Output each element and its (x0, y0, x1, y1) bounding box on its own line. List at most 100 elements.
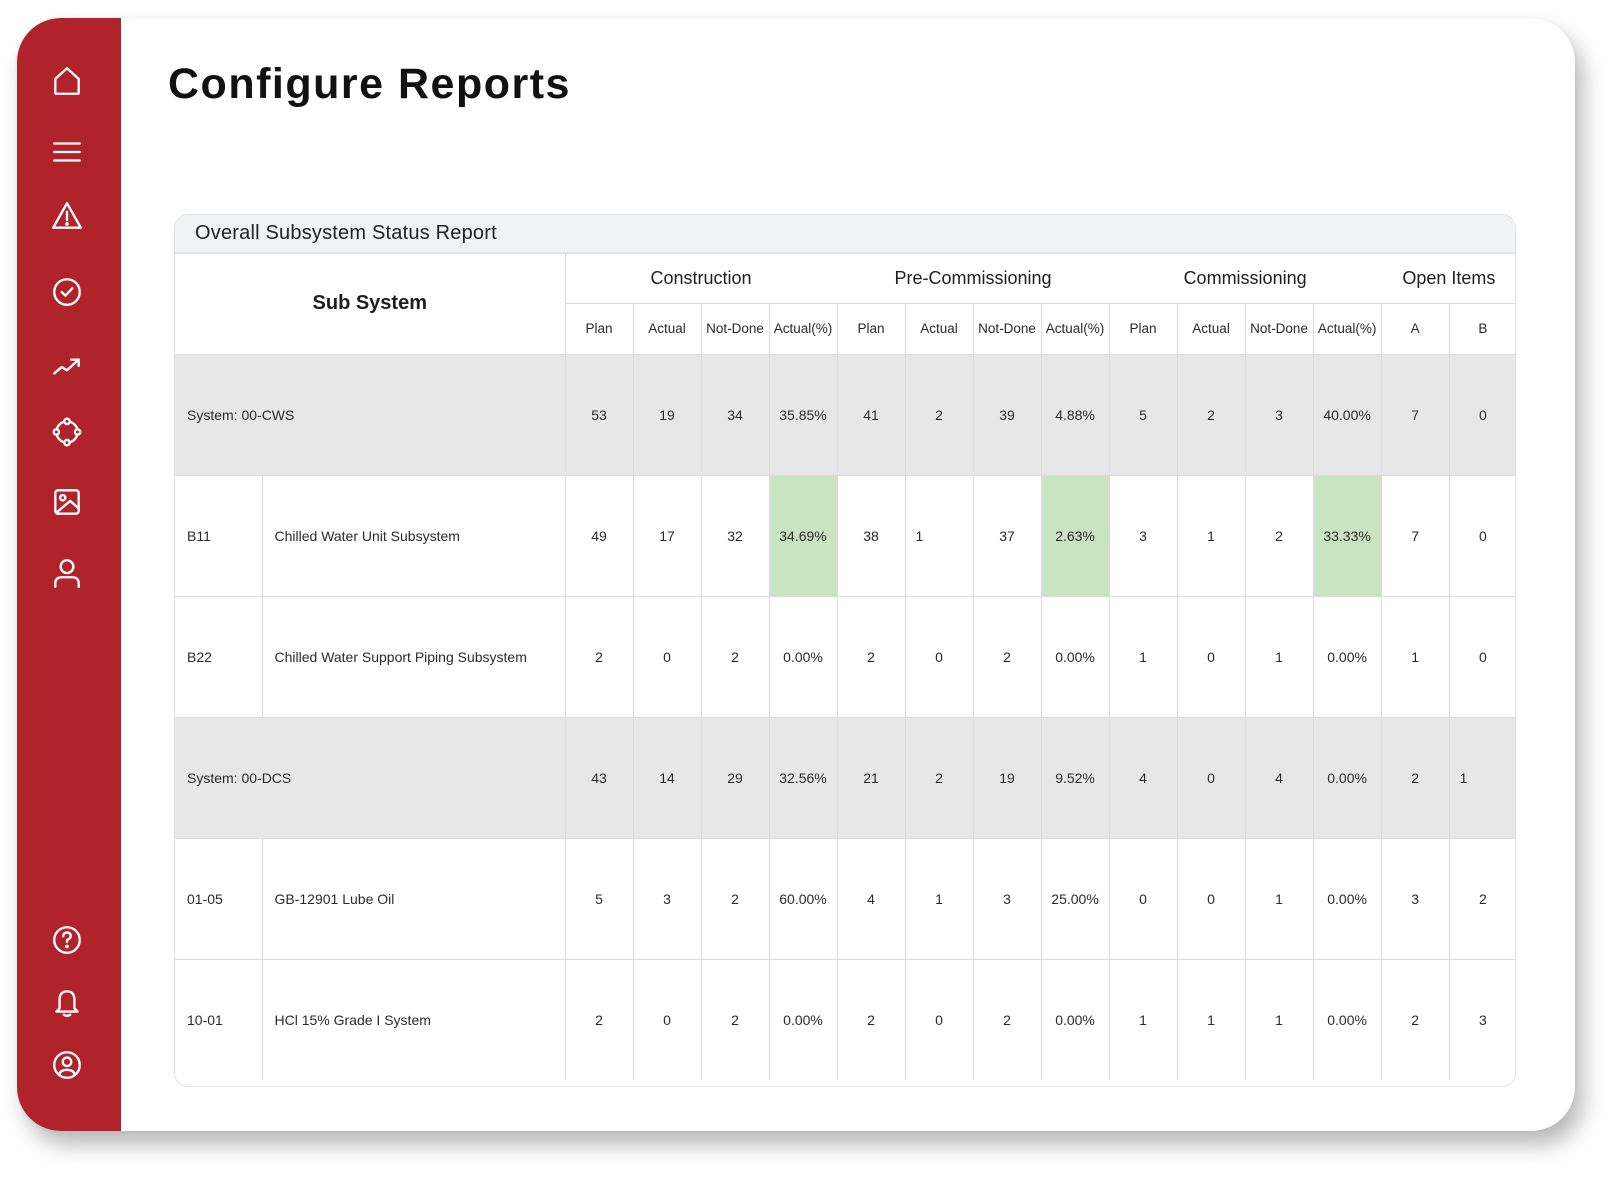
cell-comm-actual-pct: 0.00% (1312, 958, 1382, 1080)
subsystem-code: B11 (175, 474, 263, 597)
cell-construction-plan: 49 (564, 474, 634, 597)
table-row-subsystem[interactable]: B11 Chilled Water Unit Subsystem 49 17 3… (175, 474, 1515, 597)
cell-comm-actual: 1 (1176, 474, 1246, 597)
cell-comm-actual-pct: 0.00% (1312, 837, 1382, 960)
header-precomm-actual[interactable]: Actual (904, 302, 974, 355)
table-row-system[interactable]: System: 00-DCS 43 14 29 32.56% 21 2 19 9… (175, 716, 1515, 839)
system-label: System: 00-DCS (175, 716, 566, 839)
system-label: System: 00-CWS (175, 353, 566, 476)
header-open-items-b[interactable]: B (1448, 302, 1515, 355)
cell-construction-plan: 53 (564, 353, 634, 476)
cell-construction-actual: 14 (632, 716, 702, 839)
cell-open-items-a: 7 (1380, 353, 1450, 476)
cell-open-items-b: 0 (1448, 595, 1515, 718)
cell-comm-plan: 0 (1108, 837, 1178, 960)
cell-comm-not-done: 3 (1244, 353, 1314, 476)
network-icon (52, 417, 82, 447)
header-precomm-not-done[interactable]: Not-Done (972, 302, 1042, 355)
cell-precomm-not-done: 2 (972, 595, 1042, 718)
trending-up-icon (53, 358, 80, 375)
cell-precomm-actual-pct: 4.88% (1040, 353, 1110, 476)
header-construction-actual-pct[interactable]: Actual(%) (768, 302, 838, 355)
cell-comm-actual: 0 (1176, 837, 1246, 960)
report-table: Sub System Construction Pre-Commissionin… (175, 254, 1515, 1080)
cell-construction-plan: 2 (564, 958, 634, 1080)
help-circle-icon (53, 926, 81, 954)
cell-construction-actual: 0 (632, 958, 702, 1080)
cell-precomm-plan: 41 (836, 353, 906, 476)
cell-open-items-b: 0 (1448, 353, 1515, 476)
cell-comm-actual-pct: 40.00% (1312, 353, 1382, 476)
cell-precomm-actual: 1 (904, 474, 974, 597)
cell-construction-actual-pct: 60.00% (768, 837, 838, 960)
cell-precomm-not-done: 3 (972, 837, 1042, 960)
cell-open-items-b: 1 (1448, 716, 1515, 839)
header-construction-not-done[interactable]: Not-Done (700, 302, 770, 355)
cell-precomm-actual-pct: 0.00% (1040, 958, 1110, 1080)
cell-open-items-a: 2 (1380, 716, 1450, 839)
cell-precomm-actual-pct: 9.52% (1040, 716, 1110, 839)
table-row-subsystem[interactable]: 10-01 HCl 15% Grade I System 2 0 2 0.00%… (175, 958, 1515, 1080)
table-row-system[interactable]: System: 00-CWS 53 19 34 35.85% 41 2 39 4… (175, 353, 1515, 476)
cell-open-items-a: 7 (1380, 474, 1450, 597)
cell-construction-not-done: 34 (700, 353, 770, 476)
header-construction-actual[interactable]: Actual (632, 302, 702, 355)
header-comm-actual-pct[interactable]: Actual(%) (1312, 302, 1382, 355)
sidebar-item-home[interactable] (49, 63, 85, 99)
subsystem-name: Chilled Water Unit Subsystem (261, 474, 566, 597)
sidebar-item-menu[interactable] (49, 134, 85, 170)
cell-precomm-actual-pct: 25.00% (1040, 837, 1110, 960)
sidebar-item-analytics[interactable] (49, 348, 85, 384)
cell-construction-actual-pct: 35.85% (768, 353, 838, 476)
subsystem-code: 01-05 (175, 837, 263, 960)
sidebar-item-network[interactable] (49, 414, 85, 450)
cell-comm-not-done: 1 (1244, 595, 1314, 718)
header-comm-not-done[interactable]: Not-Done (1244, 302, 1314, 355)
page-title: Configure Reports (168, 60, 571, 108)
header-open-items-a[interactable]: A (1380, 302, 1450, 355)
image-icon (54, 489, 80, 515)
cell-precomm-actual: 2 (904, 716, 974, 839)
sidebar-item-users[interactable] (49, 555, 85, 591)
cell-precomm-plan: 21 (836, 716, 906, 839)
subsystem-name: Chilled Water Support Piping Subsystem (261, 595, 566, 718)
cell-construction-not-done: 2 (700, 958, 770, 1080)
warning-icon (52, 202, 82, 229)
user-icon (54, 559, 80, 588)
home-icon (54, 67, 80, 95)
header-precomm-plan[interactable]: Plan (836, 302, 906, 355)
cell-construction-actual-pct: 34.69% (768, 474, 838, 597)
header-precomm-actual-pct[interactable]: Actual(%) (1040, 302, 1110, 355)
sidebar-item-alerts[interactable] (49, 198, 85, 234)
cell-comm-actual-pct: 33.33% (1312, 474, 1382, 597)
report-titlebar: Overall Subsystem Status Report (175, 215, 1515, 254)
cell-comm-actual-pct: 0.00% (1312, 716, 1382, 839)
cell-construction-actual: 17 (632, 474, 702, 597)
cell-comm-plan: 3 (1108, 474, 1178, 597)
header-comm-actual[interactable]: Actual (1176, 302, 1246, 355)
cell-construction-not-done: 2 (700, 837, 770, 960)
cell-construction-actual: 19 (632, 353, 702, 476)
cell-comm-actual: 0 (1176, 595, 1246, 718)
table-row-subsystem[interactable]: 01-05 GB-12901 Lube Oil 5 3 2 60.00% 4 1… (175, 837, 1515, 960)
header-construction-plan[interactable]: Plan (565, 302, 634, 355)
table-row-subsystem[interactable]: B22 Chilled Water Support Piping Subsyst… (175, 595, 1515, 718)
cell-precomm-not-done: 19 (972, 716, 1042, 839)
sidebar-item-help[interactable] (49, 922, 85, 958)
header-sub-system[interactable]: Sub System (175, 254, 566, 355)
sidebar-item-profile[interactable] (49, 1047, 85, 1083)
header-comm-plan[interactable]: Plan (1108, 302, 1178, 355)
cell-open-items-a: 1 (1380, 595, 1450, 718)
cell-comm-plan: 1 (1108, 595, 1178, 718)
header-group-open-items: Open Items (1381, 254, 1515, 304)
cell-comm-plan: 5 (1108, 353, 1178, 476)
header-group-commissioning: Commissioning (1109, 254, 1382, 304)
cell-comm-not-done: 2 (1244, 474, 1314, 597)
cell-comm-not-done: 4 (1244, 716, 1314, 839)
cell-construction-plan: 2 (564, 595, 634, 718)
sidebar-item-gallery[interactable] (49, 484, 85, 520)
cell-comm-actual: 2 (1176, 353, 1246, 476)
cell-precomm-actual: 1 (904, 837, 974, 960)
sidebar-item-notifications[interactable] (49, 984, 85, 1020)
sidebar-item-tasks[interactable] (49, 274, 85, 310)
